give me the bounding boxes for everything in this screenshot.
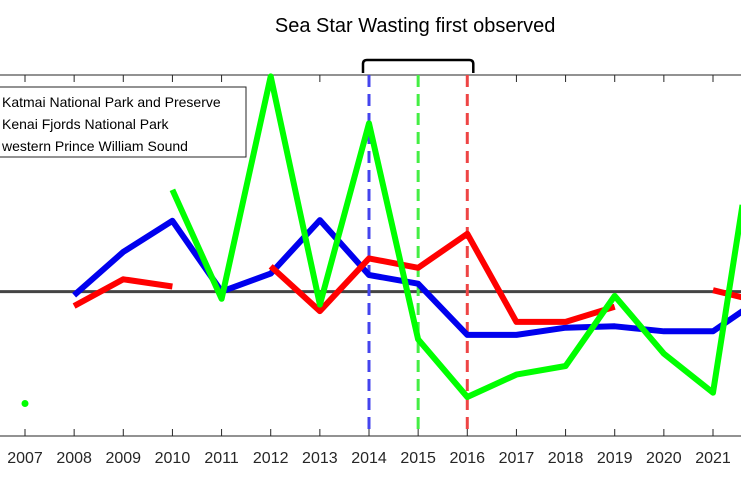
series-1-line-segment-1	[268, 230, 616, 325]
x-tick-label-2014: 2014	[351, 450, 387, 467]
x-ticks: 2007 2008 2009 2010 2011 2012 2013 2014 2015 2016…	[7, 75, 731, 467]
series-2-point-0	[21, 400, 29, 408]
x-tick-label-2020: 2020	[646, 450, 682, 467]
x-tick-label-2012: 2012	[253, 450, 289, 467]
x-tick-label-2021: 2021	[695, 450, 731, 467]
series-1	[72, 230, 741, 325]
legend-box	[0, 86, 247, 158]
annotation-text: Sea Star Wasting first observed	[275, 15, 556, 37]
series-2-line-segment-0	[169, 73, 741, 400]
annotation: Sea Star Wasting first observed	[275, 15, 556, 73]
series-1-line-segment-0	[72, 276, 173, 309]
plot-area: 2007 2008 2009 2010 2011 2012 2013 2014 2015 2016…	[0, 73, 741, 467]
legend-entry-kenai-fjords: Kenai Fjords National Park	[2, 116, 170, 132]
x-tick-label-2009: 2009	[105, 450, 141, 467]
x-tick-label-2010: 2010	[155, 450, 191, 467]
series-0-line-segment-0	[72, 217, 741, 338]
x-tick-label-2007: 2007	[7, 450, 43, 467]
x-tick-label-2019: 2019	[597, 450, 633, 467]
legend-entry-prince-william-sound: western Prince William Sound	[1, 138, 188, 154]
x-tick-label-2008: 2008	[56, 450, 92, 467]
x-tick-label-2016: 2016	[449, 450, 485, 467]
legend: Katmai National Park and Preserve Kenai …	[0, 86, 247, 158]
x-tick-label-2017: 2017	[499, 450, 535, 467]
series-lines	[21, 73, 741, 408]
x-tick-label-2015: 2015	[400, 450, 436, 467]
x-tick-label-2013: 2013	[302, 450, 338, 467]
x-tick-label-2018: 2018	[548, 450, 584, 467]
annotation-bracket	[361, 58, 475, 73]
x-tick-label-2011: 2011	[204, 450, 239, 467]
series-2	[21, 73, 741, 408]
series-0	[72, 217, 741, 338]
legend-entry-katmai: Katmai National Park and Preserve	[2, 94, 221, 110]
